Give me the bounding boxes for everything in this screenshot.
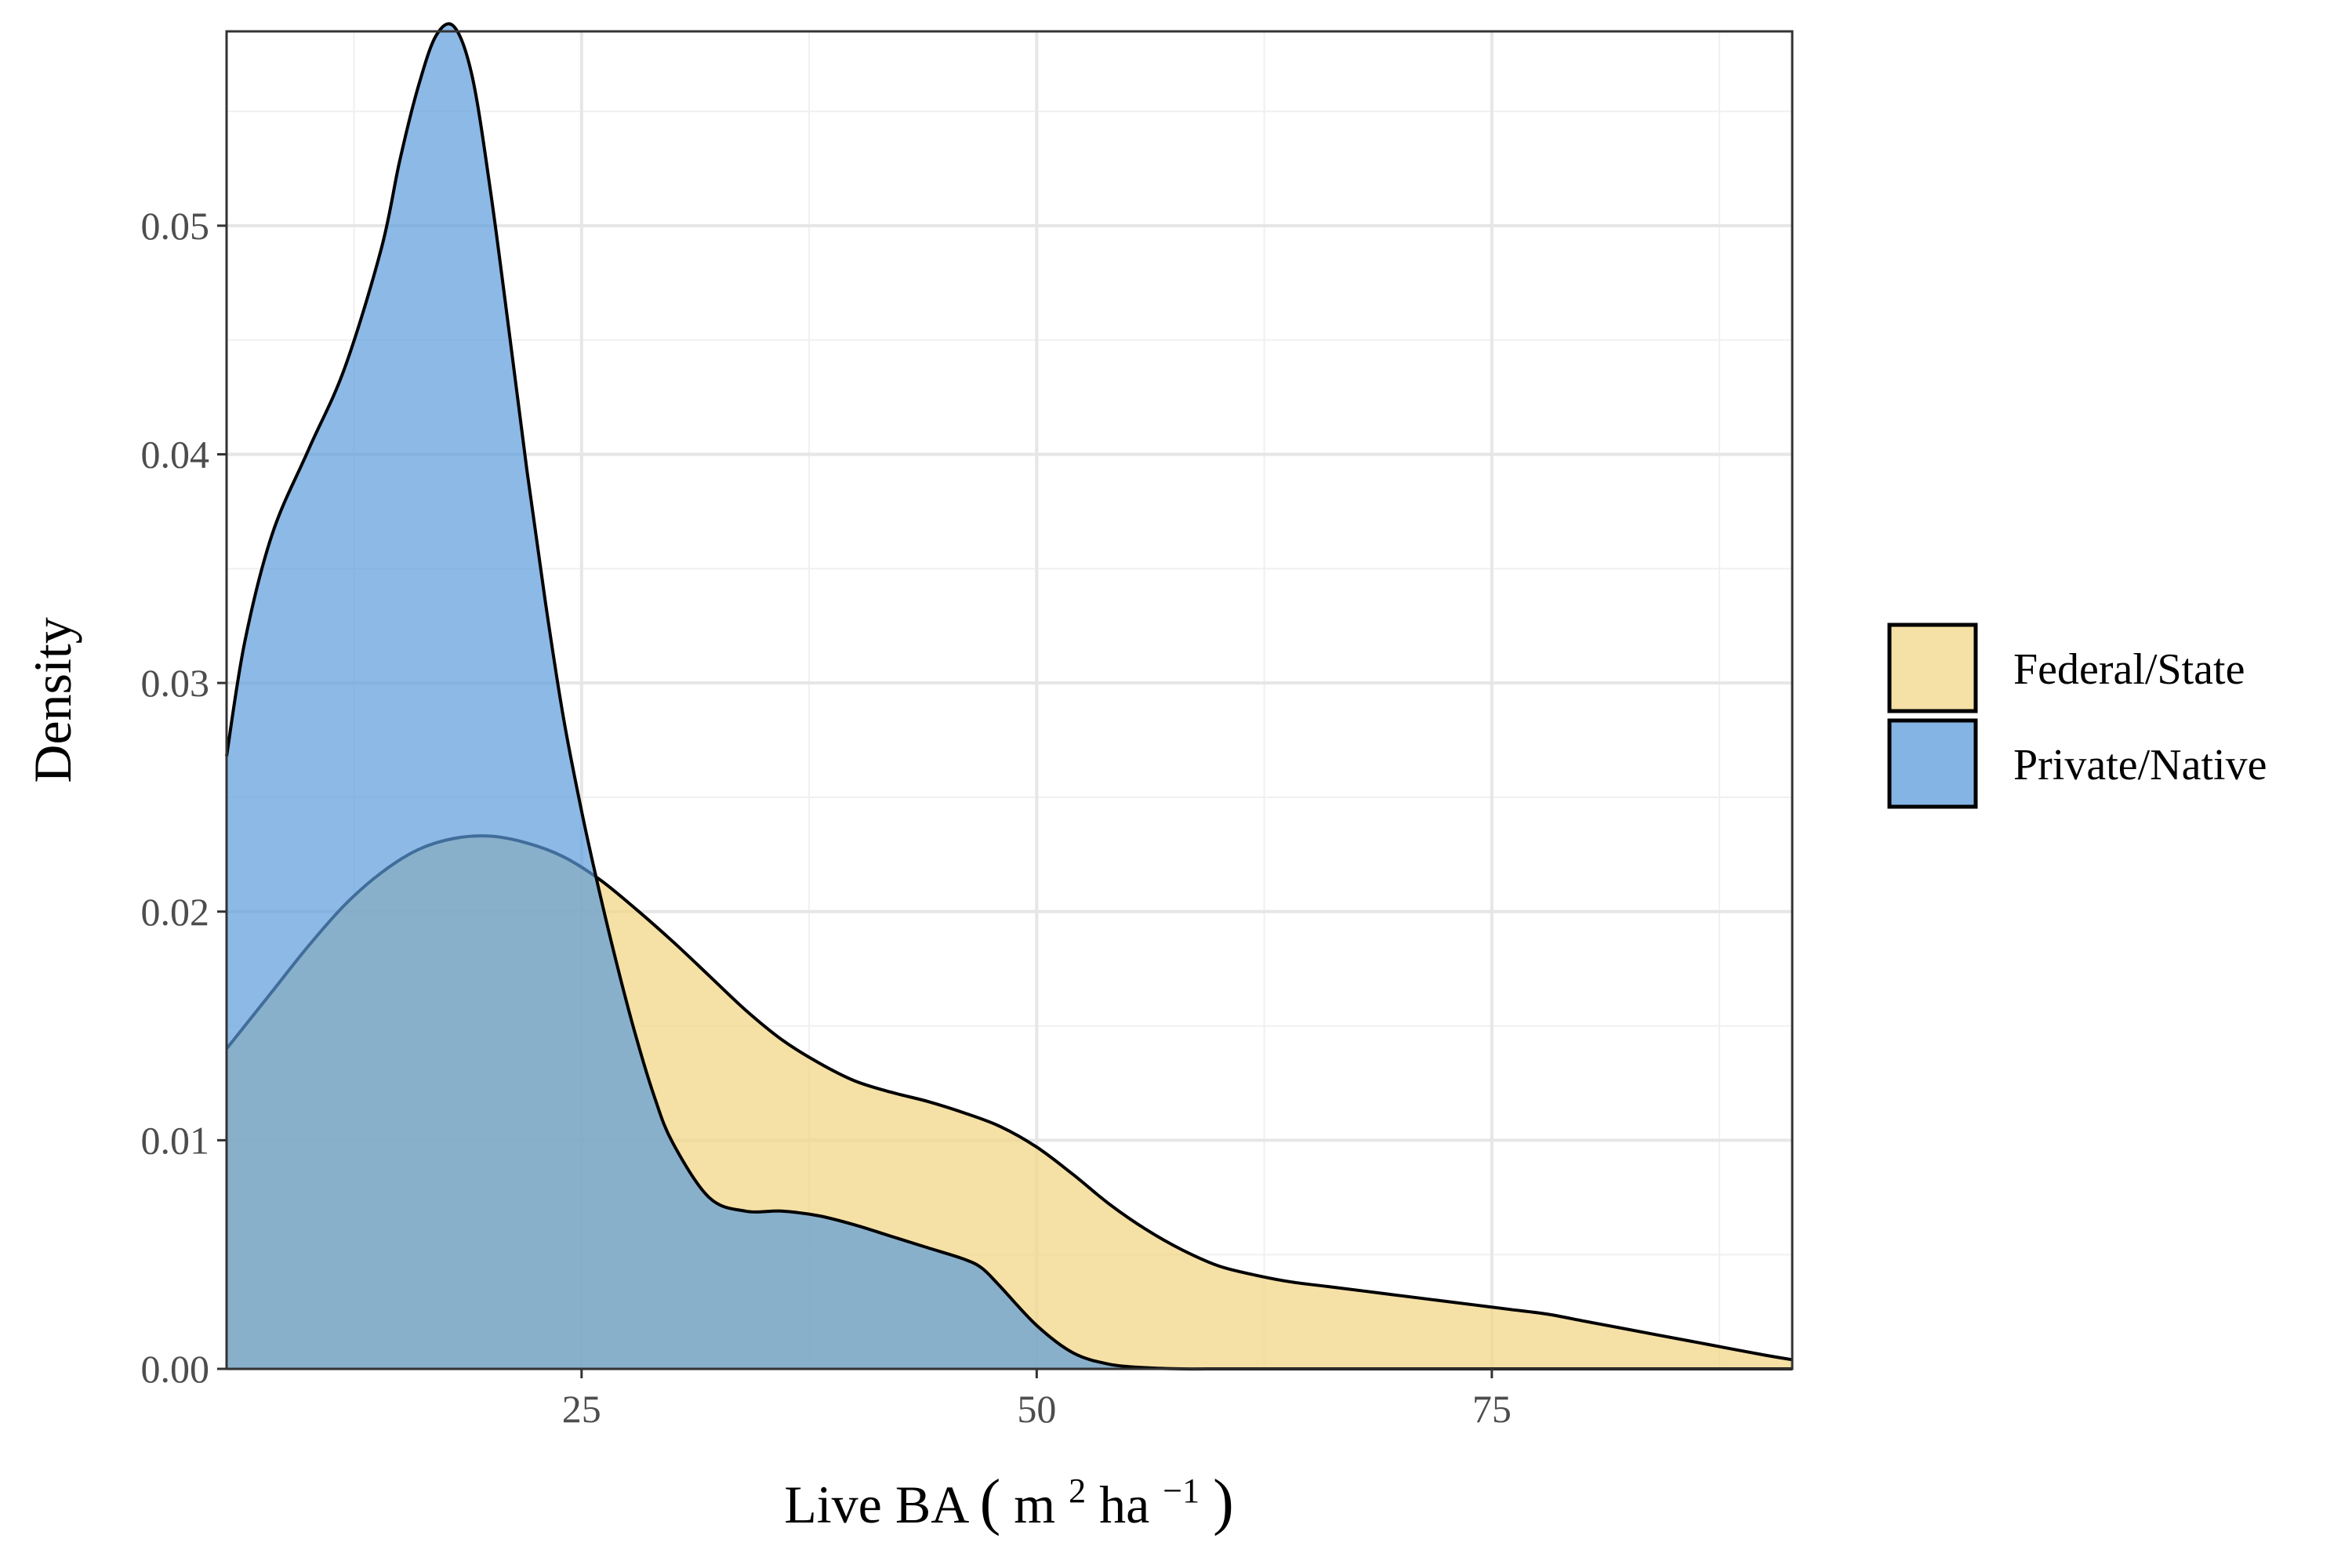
y-axis: 0.00 0.01 0.02 0.03 0.04 0.05 xyxy=(141,204,227,1391)
legend-swatch xyxy=(1887,622,1978,713)
x-axis-title-m-exponent: 2 xyxy=(1069,1472,1086,1510)
x-axis: 25 50 75 xyxy=(562,1369,1512,1431)
x-axis-title-close-paren: ) xyxy=(1213,1468,1234,1537)
legend: Federal/State Private/Native xyxy=(1887,622,2267,809)
legend-label: Federal/State xyxy=(2013,645,2245,694)
y-tick-label: 0.01 xyxy=(141,1118,210,1162)
y-axis-title: Density xyxy=(23,617,82,783)
x-axis-title-prefix: Live BA xyxy=(784,1475,979,1534)
y-tick-label: 0.05 xyxy=(141,204,210,248)
legend-swatch xyxy=(1887,718,1978,809)
y-tick-label: 0.04 xyxy=(141,433,210,477)
y-tick-label: 0.03 xyxy=(141,661,210,705)
x-tick-label: 50 xyxy=(1017,1387,1056,1431)
x-axis-title-open-paren: ( xyxy=(980,1468,1001,1537)
y-tick-label: 0.00 xyxy=(141,1347,210,1391)
legend-label: Private/Native xyxy=(2013,741,2267,789)
x-tick-label: 25 xyxy=(562,1387,601,1431)
x-axis-title-ha-exponent: −1 xyxy=(1163,1472,1200,1510)
plot-panel xyxy=(225,22,1794,1371)
y-tick-label: 0.02 xyxy=(141,890,210,934)
density-area-private-native xyxy=(227,24,1792,1370)
x-axis-title-m: m xyxy=(1014,1475,1055,1534)
x-tick-label: 75 xyxy=(1472,1387,1512,1431)
panel-border xyxy=(225,30,1794,1370)
x-axis-title: Live BA ( m 2 ha −1 ) xyxy=(784,1454,1234,1537)
x-axis-title-ha: ha xyxy=(1099,1475,1149,1534)
